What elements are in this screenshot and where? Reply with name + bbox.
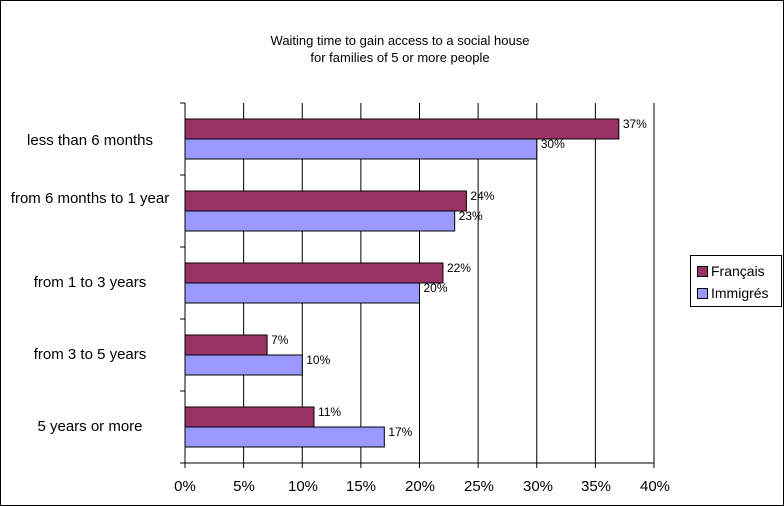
bar <box>184 426 385 448</box>
legend-swatch-immigres <box>697 287 708 299</box>
x-tick-label: 25% <box>463 478 495 495</box>
category-label: from 1 to 3 years <box>33 274 147 291</box>
category-label: from 6 months to 1 year <box>10 190 170 207</box>
x-tick-label: 0% <box>174 478 196 495</box>
bar <box>184 282 420 304</box>
x-tick-label: 40% <box>639 478 671 495</box>
legend-label: Français <box>711 263 765 279</box>
category-label: less than 6 months <box>27 132 153 149</box>
category-label: 5 years or more <box>37 418 143 435</box>
legend-item-francais: Français <box>697 260 781 282</box>
x-tick-label: 15% <box>345 478 377 495</box>
data-label: 37% <box>623 117 647 131</box>
data-label: 30% <box>541 137 565 151</box>
bar <box>184 210 456 232</box>
bar <box>184 138 538 160</box>
bar <box>184 190 467 212</box>
legend-label: Immigrés <box>711 285 769 301</box>
data-label: 24% <box>470 189 494 203</box>
legend: Français Immigrés <box>690 255 782 307</box>
data-label: 11% <box>318 405 341 419</box>
legend-swatch-francais <box>697 265 708 277</box>
data-label: 17% <box>388 425 412 439</box>
bar <box>184 354 303 376</box>
chart-title-line-1: Waiting time to gain access to a social … <box>270 33 530 48</box>
bar <box>184 406 315 428</box>
data-label: 7% <box>271 333 289 347</box>
legend-item-immigres: Immigrés <box>697 282 781 304</box>
x-tick-label: 30% <box>522 478 554 495</box>
bar <box>184 118 620 140</box>
chart-title: Waiting time to gain access to a social … <box>200 32 600 66</box>
bar <box>184 262 444 284</box>
data-label: 10% <box>306 353 330 367</box>
x-tick-label: 5% <box>233 478 255 495</box>
data-label: 20% <box>424 281 448 295</box>
x-tick-label: 10% <box>287 478 319 495</box>
bar <box>184 334 268 356</box>
data-label: 23% <box>459 209 483 223</box>
chart-title-line-2: for families of 5 or more people <box>310 50 490 65</box>
x-tick-label: 35% <box>580 478 612 495</box>
data-label: 22% <box>447 261 471 275</box>
x-tick-label: 20% <box>404 478 436 495</box>
category-label: from 3 to 5 years <box>33 346 147 363</box>
